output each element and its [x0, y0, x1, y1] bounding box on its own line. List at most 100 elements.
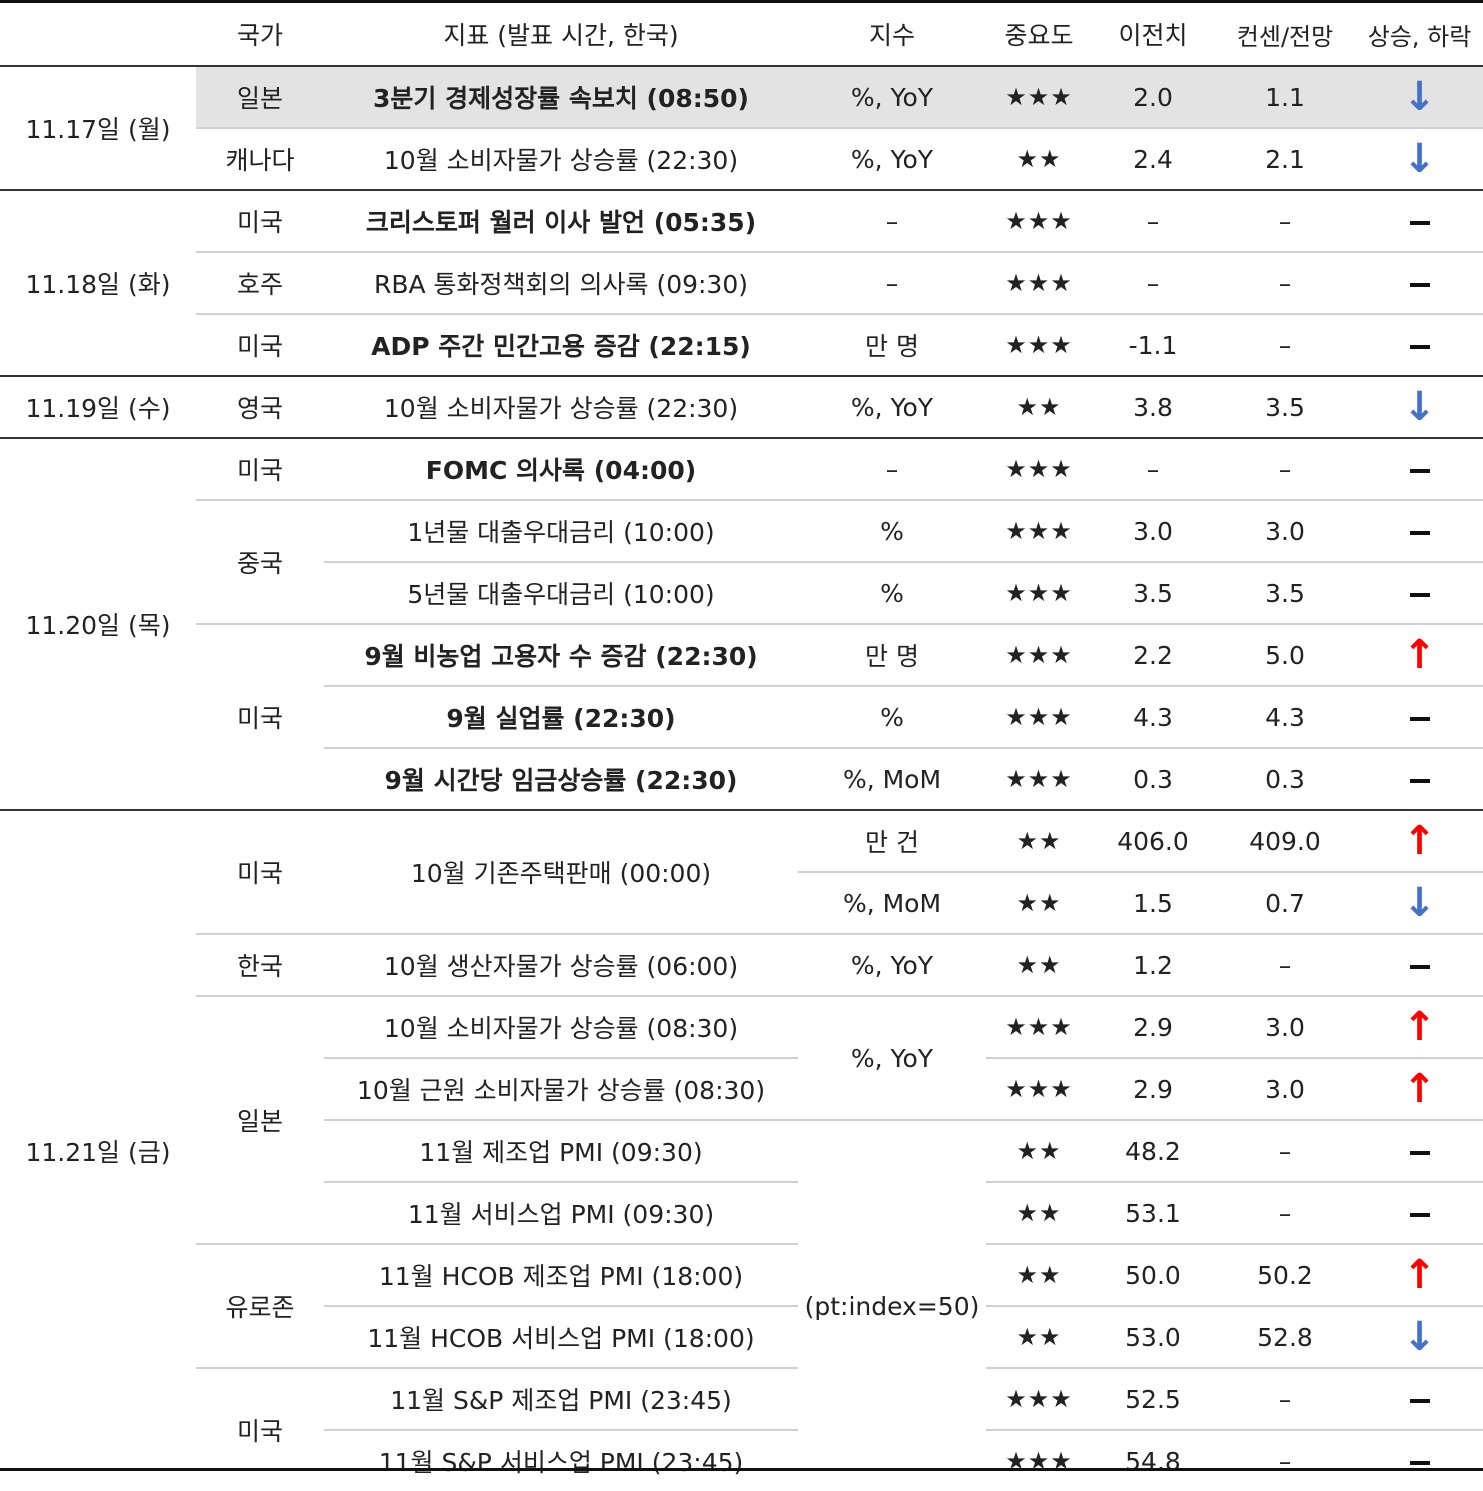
previous-value: 50.0: [1092, 1243, 1214, 1306]
consensus-value: 4.3: [1214, 685, 1356, 748]
table-row: 11.17일 (월) 일본 3분기 경제성장률 속보치 (08:50)%, YoY ★…: [0, 65, 1483, 190]
flat-dash-icon: [1409, 1398, 1430, 1403]
indicator-cell: 9월 비농업 고용자 수 증감 (22:30): [324, 623, 798, 686]
header-direction: 상승, 하락: [1356, 0, 1483, 66]
consensus-value: –: [1214, 933, 1356, 996]
header-previous: 이전치: [1092, 0, 1214, 66]
header-date: [0, 0, 196, 66]
direction-cell: [1356, 1181, 1483, 1244]
consensus-value: –: [1214, 189, 1356, 252]
direction-cell: ↑: [1356, 809, 1483, 872]
previous-value: 0.3: [1092, 747, 1214, 810]
table-row: 중국 1년물 대출우대금리 (10:00)% ★★★ 3.0 3.0: [0, 499, 1483, 624]
previous-value: 3.5: [1092, 561, 1214, 624]
table-row: 11.20일 (목) 미국 FOMC 의사록 (04:00) – ★★★ – –: [0, 437, 1483, 810]
previous-value: –: [1092, 437, 1214, 500]
unit-cell: %: [798, 561, 986, 624]
direction-cell: [1356, 1119, 1483, 1182]
date-cell: 11.21일 (금): [0, 809, 196, 1491]
consensus-value: 3.5: [1214, 375, 1356, 438]
importance-stars: ★★★: [986, 251, 1092, 314]
direction-cell: [1356, 499, 1483, 562]
unit-cell: %, YoY: [798, 995, 986, 1120]
up-arrow-icon: ↑: [1402, 1066, 1437, 1112]
up-arrow-icon: ↑: [1402, 818, 1437, 864]
previous-value: 2.4: [1092, 127, 1214, 190]
consensus-value: 3.5: [1214, 561, 1356, 624]
previous-value: 406.0: [1092, 809, 1214, 872]
unit-cell: 만 건: [798, 809, 986, 872]
direction-cell: [1356, 251, 1483, 314]
flat-dash-icon: [1409, 1150, 1430, 1155]
importance-stars: ★★★: [986, 623, 1092, 686]
direction-cell: ↓: [1356, 1305, 1483, 1368]
down-arrow-icon: ↓: [1402, 1314, 1437, 1360]
country-cell: 미국: [196, 189, 324, 252]
date-cell: 11.19일 (수): [0, 375, 196, 438]
country-cell: 미국: [196, 623, 324, 810]
table-row: 11.21일 (금) 미국 10월 기존주택판매 (00:00) 만 건 ★★ 406.0…: [0, 809, 1483, 1491]
country-cell: 일본: [196, 995, 324, 1244]
flat-dash-icon: [1409, 1460, 1430, 1465]
previous-value: 53.1: [1092, 1181, 1214, 1244]
direction-cell: ↑: [1356, 1243, 1483, 1306]
flat-dash-icon: [1409, 344, 1430, 349]
table-row: 미국 ADP 주간 민간고용 증감 (22:15) 만 명 ★★★ -1.1–: [0, 313, 1483, 376]
direction-cell: ↑: [1356, 1057, 1483, 1120]
consensus-value: 1.1: [1214, 65, 1356, 128]
importance-stars: ★★: [986, 871, 1092, 934]
direction-cell: [1356, 189, 1483, 252]
consensus-value: –: [1214, 1429, 1356, 1491]
indicator-cell: 9월 실업률 (22:30): [324, 685, 798, 748]
previous-value: 52.5: [1092, 1367, 1214, 1430]
flat-dash-icon: [1409, 1212, 1430, 1217]
importance-stars: ★★★: [986, 1429, 1092, 1491]
direction-cell: ↓: [1356, 375, 1483, 438]
indicator-cell: 3분기 경제성장률 속보치 (08:50): [324, 65, 798, 128]
previous-value: –: [1092, 251, 1214, 314]
header-indicator: 지표 (발표 시간, 한국): [324, 0, 798, 66]
consensus-value: –: [1214, 437, 1356, 500]
indicator-cell: 10월 소비자물가 상승률 (22:30): [324, 375, 798, 438]
unit-cell: 만 명: [798, 313, 986, 376]
consensus-value: –: [1214, 313, 1356, 376]
unit-cell: %, YoY: [798, 933, 986, 996]
consensus-value: –: [1214, 1119, 1356, 1182]
table-row: 9월 시간당 임금상승률 (22:30)%, MoM ★★★ 0.3 0.3: [0, 747, 1483, 810]
consensus-value: 409.0: [1214, 809, 1356, 872]
table-row: 미국 9월 비농업 고용자 수 증감 (22:30) 만 명 ★★★ 2.2 5.0 ↑: [0, 623, 1483, 810]
table-row: 미국 11월 S&P 제조업 PMI (23:45) ★★★ 52.5–: [0, 1367, 1483, 1491]
importance-stars: ★★★: [986, 685, 1092, 748]
unit-cell: %: [798, 499, 986, 562]
date-cell: 11.20일 (목): [0, 437, 196, 810]
importance-stars: ★★★: [986, 65, 1092, 128]
header-consensus: 컨센/전망: [1214, 0, 1356, 66]
indicator-cell: 11월 제조업 PMI (09:30): [324, 1119, 798, 1182]
consensus-value: –: [1214, 1181, 1356, 1244]
indicator-cell: 11월 S&P 제조업 PMI (23:45): [324, 1367, 798, 1430]
country-cell: 미국: [196, 437, 324, 500]
table-row: 11.19일 (수) 영국 10월 소비자물가 상승률 (22:30)%, YoY ★…: [0, 375, 1483, 438]
up-arrow-icon: ↑: [1402, 632, 1437, 678]
direction-cell: ↑: [1356, 995, 1483, 1058]
indicator-cell: 11월 서비스업 PMI (09:30): [324, 1181, 798, 1244]
consensus-value: 52.8: [1214, 1305, 1356, 1368]
table-row: 유로존 11월 HCOB 제조업 PMI (18:00) ★★ 50.0 50.2 ↑: [0, 1243, 1483, 1368]
flat-dash-icon: [1409, 220, 1430, 225]
country-cell: 영국: [196, 375, 324, 438]
unit-cell: %, YoY: [798, 65, 986, 128]
indicator-cell: 10월 소비자물가 상승률 (22:30): [324, 127, 798, 190]
table-row: 11월 HCOB 서비스업 PMI (18:00) ★★ 53.0 52.8 ↓: [0, 1305, 1483, 1368]
previous-value: 2.2: [1092, 623, 1214, 686]
country-cell: 캐나다: [196, 127, 324, 190]
direction-cell: [1356, 313, 1483, 376]
importance-stars: ★★: [986, 933, 1092, 996]
consensus-value: 3.0: [1214, 1057, 1356, 1120]
importance-stars: ★★: [986, 1119, 1092, 1182]
indicator-cell: 10월 소비자물가 상승률 (08:30): [324, 995, 798, 1058]
importance-stars: ★★★: [986, 189, 1092, 252]
flat-dash-icon: [1409, 530, 1430, 535]
indicator-cell: 11월 HCOB 서비스업 PMI (18:00): [324, 1305, 798, 1368]
indicator-cell: ADP 주간 민간고용 증감 (22:15): [324, 313, 798, 376]
